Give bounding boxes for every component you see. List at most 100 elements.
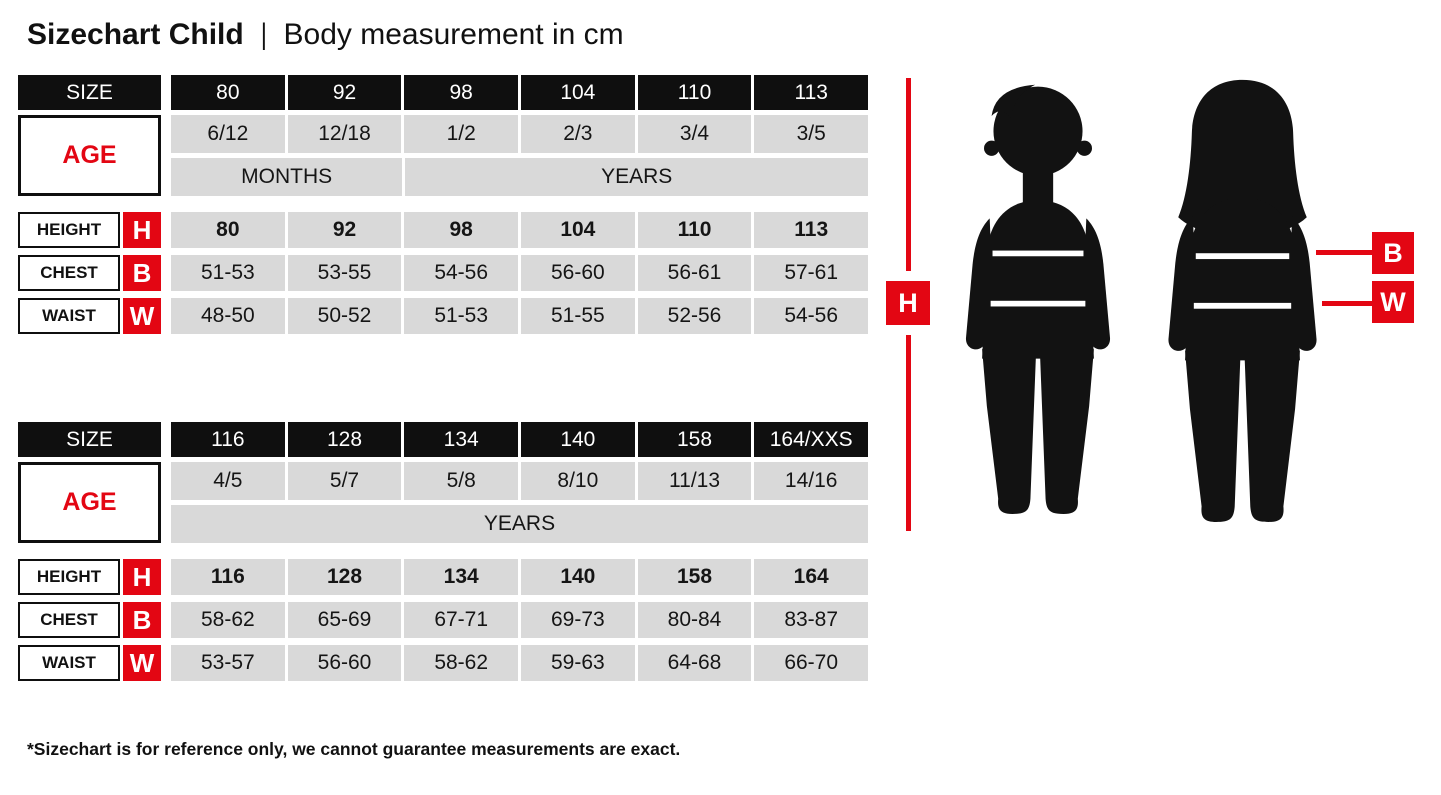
height-value-cell: 92 (287, 212, 402, 248)
chest-label-block: CHEST B (18, 255, 161, 291)
size-header-label: SIZE (18, 422, 161, 457)
chest-value-cell: 51-53 (171, 255, 285, 291)
age-cell: 3/5 (754, 115, 869, 153)
size-cell: 113 (754, 75, 869, 110)
age-cell: 1/2 (404, 115, 519, 153)
size-cell: 98 (404, 75, 519, 110)
chest-label-block: CHEST B (18, 602, 161, 638)
chest-value-cell: 57-61 (754, 255, 869, 291)
height-label-block: HEIGHT H (18, 559, 161, 595)
age-cell: 14/16 (754, 462, 869, 500)
age-cell: 3/4 (637, 115, 752, 153)
age-label-box: AGE (18, 462, 161, 543)
waist-value-cell: 66-70 (754, 645, 869, 681)
waist-label-block: WAIST W (18, 645, 161, 681)
size-cell: 140 (521, 422, 635, 457)
waist-value-cell: 52-56 (637, 298, 752, 334)
waist-value-cell: 56-60 (287, 645, 402, 681)
age-cells: 4/5 5/7 5/8 8/10 11/13 14/16 (171, 462, 869, 500)
waist-value-cell: 50-52 (287, 298, 402, 334)
chest-letter-badge: B (123, 602, 161, 638)
height-value-cell: 98 (404, 212, 519, 248)
waist-measure-line (1322, 301, 1372, 306)
chest-value-cell: 56-60 (521, 255, 635, 291)
height-cells: 116 128 134 140 158 164 (171, 559, 869, 595)
chest-label: CHEST (18, 255, 120, 291)
age-cell: 4/5 (171, 462, 285, 500)
age-period-row: YEARS (18, 505, 868, 543)
height-value-cell: 128 (287, 559, 402, 595)
size-cell: 80 (171, 75, 285, 110)
chest-value-cell: 69-73 (521, 602, 635, 638)
height-letter-badge: H (123, 212, 161, 248)
waist-value-cell: 53-57 (171, 645, 285, 681)
waist-letter-badge: W (123, 298, 161, 334)
age-cell: 12/18 (287, 115, 402, 153)
chest-letter-marker: B (1372, 232, 1414, 274)
height-row: HEIGHT H 80 92 98 104 110 113 (18, 212, 869, 248)
size-cell: 110 (637, 75, 752, 110)
height-value-cell: 140 (521, 559, 635, 595)
chest-value-cell: 65-69 (287, 602, 402, 638)
sizechart-table-small: SIZE 80 92 98 104 110 113 6/12 12/18 1/2 2/3 3/4 3… (18, 75, 869, 341)
height-value-cell: 158 (637, 559, 752, 595)
waist-value-cell: 51-53 (404, 298, 519, 334)
chest-value-cell: 67-71 (404, 602, 519, 638)
waist-cells: 53-57 56-60 58-62 59-63 64-68 66-70 (171, 645, 869, 681)
chest-value-cell: 80-84 (637, 602, 752, 638)
waist-label: WAIST (18, 298, 120, 334)
height-value-cell: 164 (754, 559, 869, 595)
height-value-cell: 104 (521, 212, 635, 248)
size-row: SIZE 116 128 134 140 158 164/XXS (18, 422, 869, 457)
chest-row: CHEST B 58-62 65-69 67-71 69-73 80-84 83-87 (18, 602, 869, 638)
height-value-cell: 116 (171, 559, 285, 595)
height-label: HEIGHT (18, 212, 120, 248)
page-title: Sizechart Child | Body measurement in cm (27, 18, 624, 52)
age-cell: 5/7 (287, 462, 402, 500)
height-value-cell: 134 (404, 559, 519, 595)
height-measure-line-bottom (906, 335, 911, 531)
size-cell: 116 (171, 422, 285, 457)
chest-label: CHEST (18, 602, 120, 638)
waist-label: WAIST (18, 645, 120, 681)
waist-value-cell: 48-50 (171, 298, 285, 334)
waist-row: WAIST W 53-57 56-60 58-62 59-63 64-68 66-70 (18, 645, 869, 681)
size-cell: 92 (287, 75, 402, 110)
waist-row: WAIST W 48-50 50-52 51-53 51-55 52-56 54-56 (18, 298, 869, 334)
height-letter-marker: H (886, 281, 930, 325)
title-main: Sizechart Child (27, 18, 244, 51)
sizechart-table-large: SIZE 116 128 134 140 158 164/XXS 4/5 5/7 5/8 8/1… (18, 422, 869, 688)
boy-silhouette (965, 84, 1111, 514)
disclaimer-note: *Sizechart is for reference only, we can… (27, 739, 681, 759)
age-period-cell: MONTHS (171, 158, 403, 196)
chest-value-cell: 83-87 (754, 602, 869, 638)
height-measure-line-top (906, 78, 911, 271)
chest-row: CHEST B 51-53 53-55 54-56 56-60 56-61 57-61 (18, 255, 869, 291)
title-separator: | (260, 18, 267, 51)
age-value-row: 4/5 5/7 5/8 8/10 11/13 14/16 (18, 462, 869, 500)
height-cells: 80 92 98 104 110 113 (171, 212, 869, 248)
size-cells: 80 92 98 104 110 113 (171, 75, 869, 110)
age-cell: 11/13 (637, 462, 752, 500)
height-row: HEIGHT H 116 128 134 140 158 164 (18, 559, 869, 595)
chest-value-cell: 53-55 (287, 255, 402, 291)
waist-value-cell: 59-63 (521, 645, 635, 681)
height-letter-badge: H (123, 559, 161, 595)
chest-measure-line (1316, 250, 1372, 255)
chest-value-cell: 58-62 (171, 602, 285, 638)
waist-cells: 48-50 50-52 51-53 51-55 52-56 54-56 (171, 298, 869, 334)
age-cells: 6/12 12/18 1/2 2/3 3/4 3/5 (171, 115, 869, 153)
size-cell: 134 (404, 422, 519, 457)
height-value-cell: 110 (637, 212, 752, 248)
waist-letter-badge: W (123, 645, 161, 681)
chest-letter-badge: B (123, 255, 161, 291)
height-value-cell: 80 (171, 212, 285, 248)
age-period-cell: YEARS (171, 505, 868, 543)
waist-label-block: WAIST W (18, 298, 161, 334)
title-subtitle: Body measurement in cm (283, 18, 624, 51)
age-cell: 2/3 (521, 115, 635, 153)
size-cell: 128 (287, 422, 402, 457)
chest-value-cell: 56-61 (637, 255, 752, 291)
height-label-block: HEIGHT H (18, 212, 161, 248)
